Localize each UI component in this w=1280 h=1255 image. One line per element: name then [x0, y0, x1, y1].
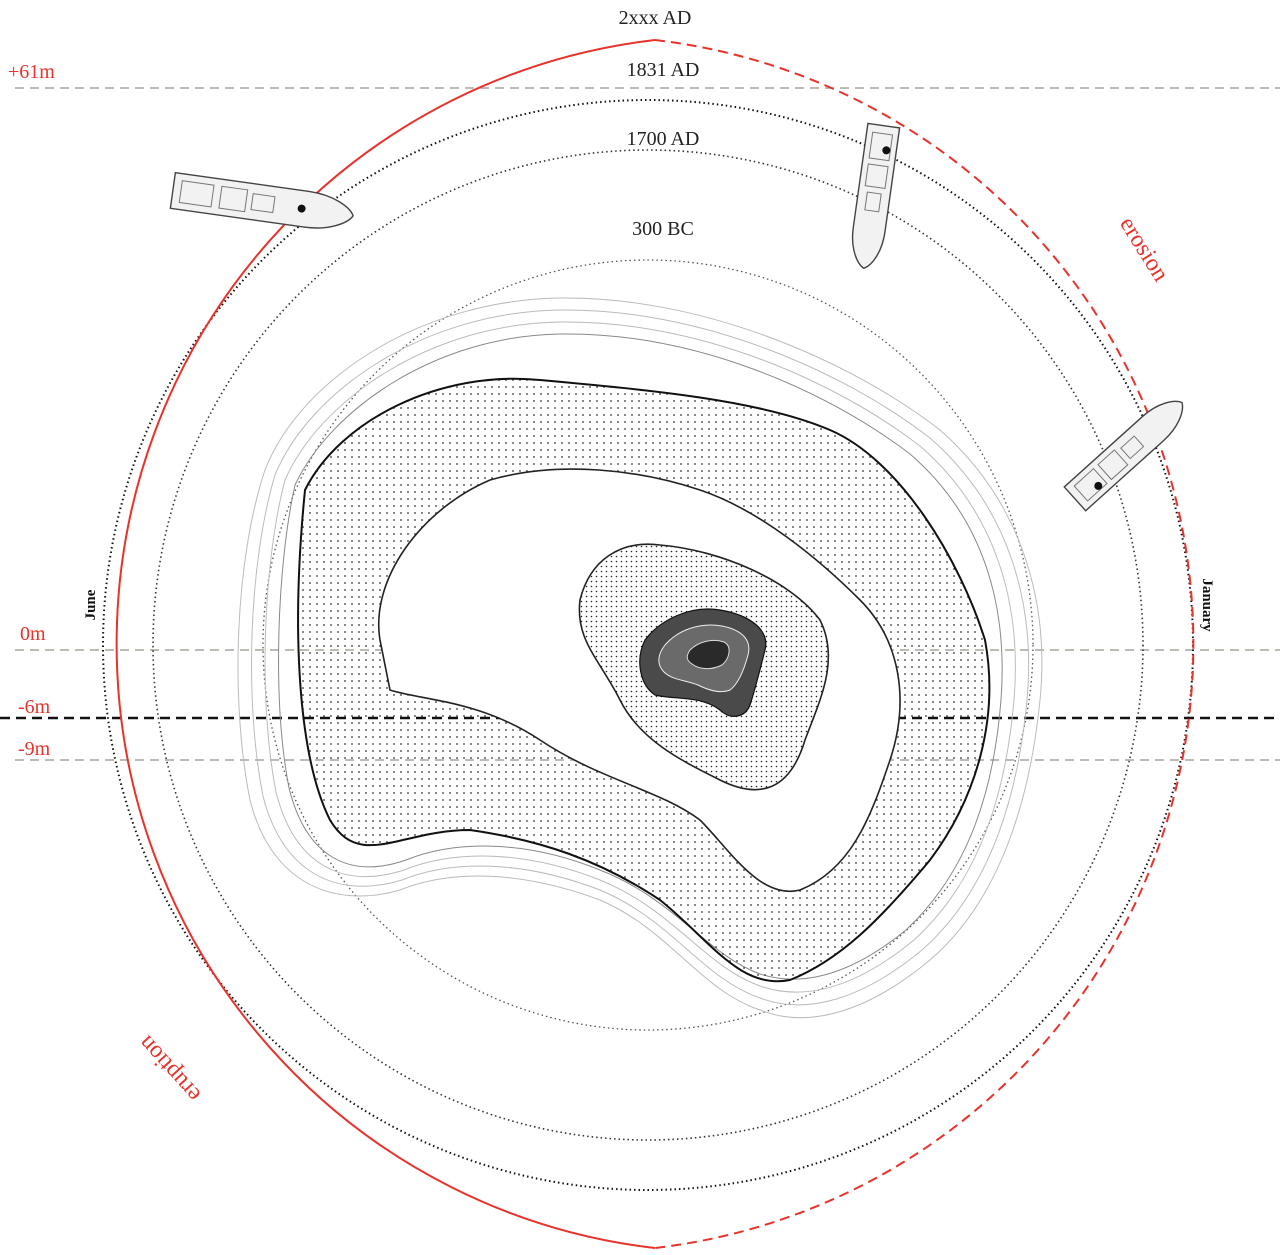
- ship-icon: [851, 122, 901, 270]
- island-summit-peak: [686, 639, 730, 670]
- era-label-2xxx: 2xxx AD: [619, 7, 692, 29]
- level-label-minus6: -6m: [18, 696, 51, 718]
- level-label-zero: 0m: [20, 623, 46, 645]
- level-label-minus9: -9m: [18, 738, 51, 760]
- ring-2xxx-erosion-arc: [654, 39, 1195, 1249]
- ring-300bc: [262, 259, 1034, 1031]
- ring-2xxx-eruption-arc: [115, 39, 656, 1249]
- era-label-1700: 1700 AD: [627, 128, 700, 150]
- level-label-plus61: +61m: [8, 61, 55, 83]
- month-label-january: January: [1199, 578, 1215, 632]
- ship-icon: [1063, 400, 1184, 512]
- ring-1700ad: [152, 149, 1144, 1141]
- ship-icon: [169, 171, 354, 229]
- process-label-erosion: erosion: [1114, 212, 1173, 286]
- month-label-june: June: [83, 589, 99, 620]
- island-contour-map: [237, 297, 1043, 1019]
- process-label-eruption: eruption: [133, 1030, 206, 1107]
- era-label-1831: 1831 AD: [627, 59, 700, 81]
- era-label-300bc: 300 BC: [632, 218, 694, 240]
